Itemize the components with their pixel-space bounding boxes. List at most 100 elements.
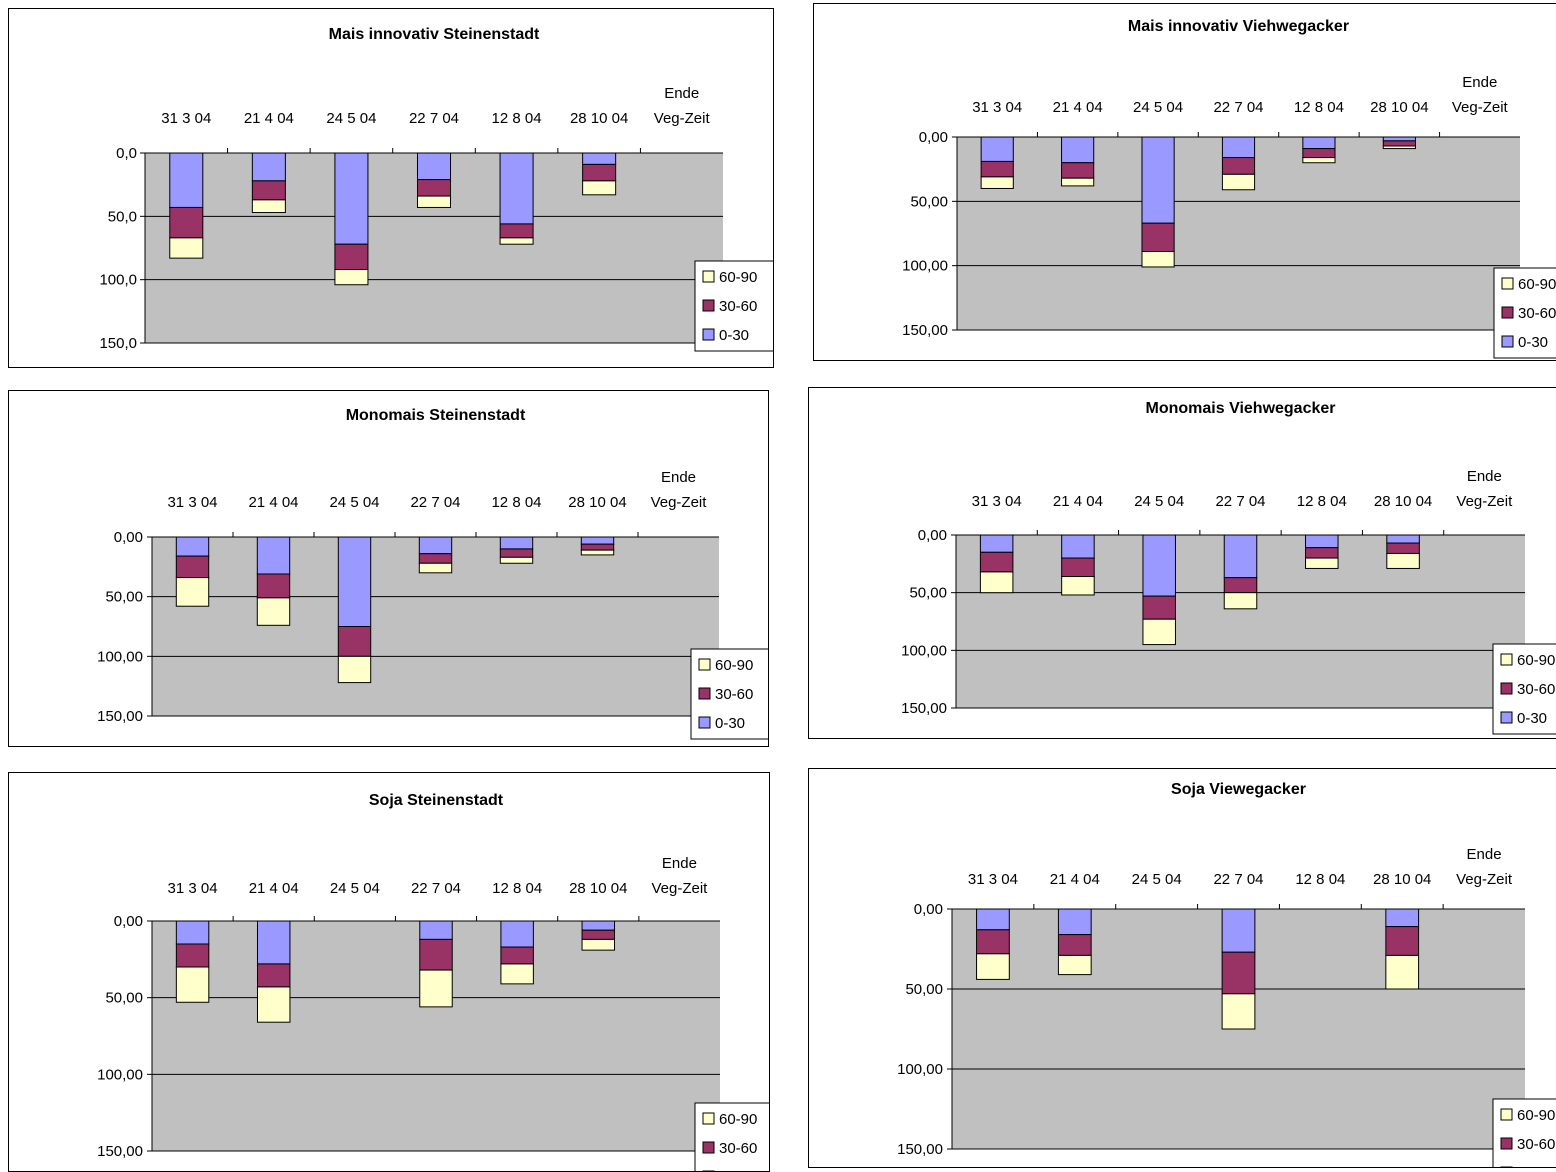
chart-svg: Soja Steinenstadt 0,00 50,00 100,00 150,00 31… [97, 792, 769, 1171]
bar-segment-30-60 [1386, 542, 1420, 554]
bar-segment-30-60 [581, 929, 616, 940]
bar-segment-0-30 [251, 152, 286, 182]
legend-swatch [702, 1112, 715, 1125]
bar-segment-0-30 [175, 920, 210, 945]
legend-label: 30-60 [719, 298, 757, 315]
bar-segment-60-90 [175, 966, 210, 1003]
y-tick-label: 50,00 [909, 585, 947, 602]
y-tick-label: 0,00 [114, 529, 143, 546]
x-tick-label: 24 5 04 [1133, 99, 1183, 116]
bar-segment-0-30 [1382, 136, 1416, 142]
bar-segment-60-90 [1302, 157, 1336, 164]
bar-segment-30-60 [1221, 951, 1256, 995]
chart-svg: Monomais Steinenstadt 0,00 50,00 100,00 150,… [97, 407, 768, 740]
x-tick-label: 12 8 04 [1294, 99, 1344, 116]
legend-swatch [1501, 277, 1514, 290]
x-tick-label: 28 10 04 [1370, 99, 1428, 116]
bar-segment-60-90 [979, 571, 1014, 594]
x-tick-label: 12 8 04 [1297, 493, 1347, 510]
bar-segment-0-30 [976, 908, 1010, 931]
x-tick-label: 21 4 04 [249, 880, 299, 897]
bar-segment-30-60 [1305, 547, 1339, 559]
legend-label: 0-30 [1518, 334, 1548, 351]
y-tick-label: 100,00 [901, 642, 947, 659]
chart-monomais-viehwegacker: Monomais Viehwegacker 0,00 50,00 100,00 150,… [808, 387, 1556, 739]
bar-segment-0-30 [1061, 534, 1095, 559]
chart-svg: Monomais Viehwegacker 0,00 50,00 100,00 150,… [901, 400, 1556, 735]
x-tick-label: 31 3 04 [161, 110, 211, 127]
bar-segment-0-30 [175, 536, 210, 557]
x-tick-label: 31 3 04 [167, 494, 217, 511]
x-tick-label: 24 5 04 [1134, 493, 1184, 510]
x-tick-label: 12 8 04 [491, 494, 541, 511]
x-tick-label: 22 7 04 [411, 880, 461, 897]
legend-swatch [702, 1141, 715, 1154]
y-tick-label: 50,00 [105, 990, 143, 1007]
bar-segment-30-60 [251, 180, 286, 201]
bar-segment-0-30 [256, 920, 291, 965]
bar-segment-30-60 [582, 163, 617, 182]
bar-segment-60-90 [980, 176, 1014, 189]
bar-segment-30-60 [169, 206, 204, 239]
x-tick-label: 28 10 04 [1373, 871, 1431, 888]
x-tick-label: Ende [664, 85, 699, 102]
bar-segment-60-90 [256, 986, 291, 1023]
bar-segment-30-60 [416, 179, 452, 197]
legend-swatch [1500, 711, 1513, 724]
y-tick-label: 150,0 [99, 335, 137, 352]
y-tick-label: 50,00 [910, 193, 948, 210]
bar-segment-0-30 [337, 536, 372, 627]
y-tick-label: 50,0 [108, 208, 137, 225]
legend-label: 30-60 [1517, 1136, 1555, 1153]
legend-label: 60-90 [1517, 1107, 1555, 1124]
legend-swatch [1500, 653, 1513, 666]
bar-segment-60-90 [582, 180, 617, 196]
legend-label: 60-90 [715, 657, 753, 674]
y-tick-label: 150,00 [97, 1143, 143, 1160]
bar-segment-60-90 [1221, 173, 1256, 191]
legend-label: 30-60 [715, 686, 753, 703]
legend-swatch [698, 658, 711, 671]
chart-soja-steinenstadt: Soja Steinenstadt 0,00 50,00 100,00 150,00 31… [8, 772, 770, 1172]
bar-segment-30-60 [580, 543, 615, 551]
x-tick-label: 28 10 04 [568, 494, 626, 511]
chart-title: Mais innovativ Viehwegacker [1128, 18, 1349, 35]
x-tick-label: Veg-Zeit [1452, 99, 1509, 116]
chart-mais-innovativ-viehwegacker: Mais innovativ Viehwegacker 0,00 50,00 100,… [813, 3, 1556, 361]
x-tick-label: 31 3 04 [972, 493, 1022, 510]
y-tick-label: 100,0 [99, 272, 137, 289]
x-tick-label: Veg-Zeit [651, 880, 708, 897]
legend-label: 30-60 [1518, 305, 1556, 322]
bar-segment-60-90 [1223, 592, 1258, 610]
bar-segment-60-90 [419, 969, 453, 1008]
bar-segment-30-60 [1057, 934, 1092, 956]
bar-segment-30-60 [1061, 162, 1095, 179]
bar-segment-30-60 [979, 551, 1014, 573]
legend-swatch [702, 299, 715, 312]
y-tick-label: 50,00 [105, 589, 143, 606]
y-tick-label: 50,00 [905, 981, 943, 998]
bar-segment-60-90 [1142, 618, 1176, 646]
x-tick-label: 21 4 04 [1053, 493, 1103, 510]
bar-segment-0-30 [500, 920, 534, 948]
legend-swatch [698, 687, 711, 700]
bar-segment-0-30 [1385, 908, 1420, 928]
bar-segment-0-30 [581, 920, 616, 931]
legend-label: 0-30 [719, 327, 749, 344]
bar-segment-60-90 [1386, 552, 1420, 569]
bar-segment-0-30 [499, 536, 534, 550]
x-tick-label: 21 4 04 [1053, 99, 1103, 116]
bar-segment-60-90 [1305, 557, 1339, 569]
bar-segment-60-90 [256, 597, 291, 626]
bar-segment-30-60 [1223, 577, 1258, 594]
bar-segment-60-90 [175, 577, 210, 607]
bar-segment-60-90 [1221, 993, 1256, 1030]
bar-segment-0-30 [580, 536, 615, 545]
y-tick-label: 0,00 [914, 901, 943, 918]
bar-segment-0-30 [1305, 534, 1339, 549]
chart-title: Soja Steinenstadt [369, 792, 504, 809]
bar-segment-30-60 [1302, 148, 1336, 159]
x-tick-label: 12 8 04 [492, 880, 542, 897]
bar-segment-60-90 [1385, 954, 1420, 990]
x-tick-label: Veg-Zeit [1456, 871, 1513, 888]
